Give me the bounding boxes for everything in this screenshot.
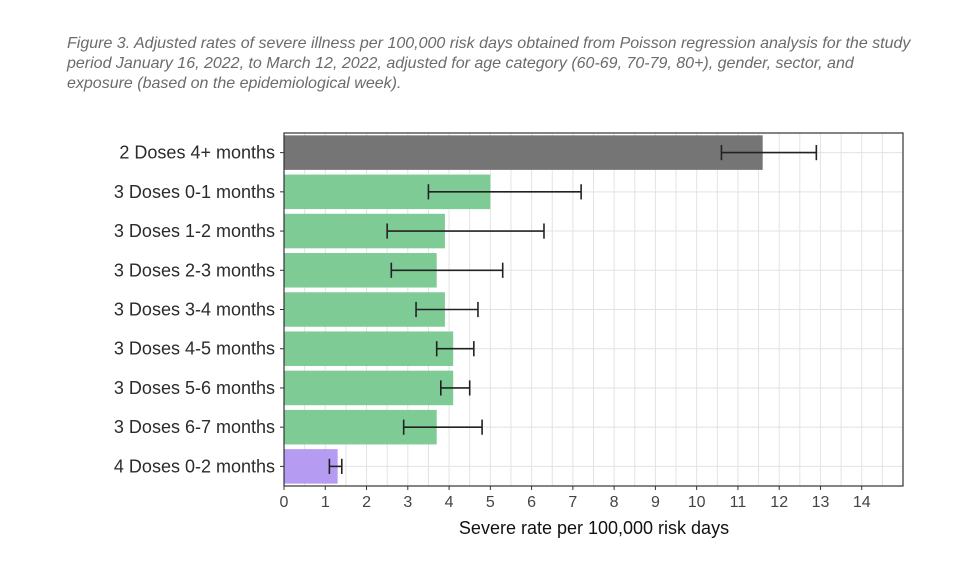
category-label: 3 Doses 1-2 months bbox=[114, 221, 275, 241]
category-labels: 2 Doses 4+ months 3 Doses 0-1 months 3 Dos… bbox=[114, 143, 284, 476]
x-tick-label: 11 bbox=[730, 494, 747, 511]
x-tick-label: 7 bbox=[568, 494, 577, 511]
x-tick-label: 4 bbox=[445, 494, 454, 511]
x-tick-label: 6 bbox=[527, 494, 536, 511]
category-label: 3 Doses 5-6 months bbox=[114, 378, 275, 398]
x-tick-label: 3 bbox=[403, 494, 412, 511]
figure-caption: Figure 3. Adjusted rates of severe illne… bbox=[67, 35, 911, 92]
category-label: 3 Doses 0-1 months bbox=[114, 182, 275, 202]
x-tick-label: 12 bbox=[770, 494, 788, 511]
bar bbox=[284, 370, 454, 406]
x-tick-label: 1 bbox=[321, 494, 330, 511]
error-bars bbox=[328, 145, 818, 474]
bar bbox=[284, 331, 454, 366]
x-axis-title: Severe rate per 100,000 risk days bbox=[459, 518, 729, 538]
x-tick-label: 13 bbox=[812, 494, 830, 511]
category-label: 3 Doses 2-3 months bbox=[114, 260, 275, 280]
x-tick-label: 8 bbox=[610, 494, 619, 511]
category-label: 2 Doses 4+ months bbox=[119, 143, 275, 163]
x-tick-label: 5 bbox=[486, 494, 495, 511]
x-tick-labels: 0 1 2 3 4 5 6 7 8 9 10 11 12 13 14 bbox=[280, 486, 871, 511]
category-label: 3 Doses 6-7 months bbox=[114, 417, 275, 437]
x-tick-label: 2 bbox=[362, 494, 371, 511]
category-label: 3 Doses 4-5 months bbox=[114, 339, 275, 359]
x-tick-label: 14 bbox=[853, 494, 871, 511]
x-tick-label: 9 bbox=[651, 494, 660, 511]
x-tick-label: 0 bbox=[280, 494, 289, 511]
category-label: 3 Doses 3-4 months bbox=[114, 300, 275, 320]
x-tick-label: 10 bbox=[688, 494, 706, 511]
bar bbox=[284, 135, 763, 170]
category-label: 4 Doses 0-2 months bbox=[114, 456, 275, 476]
